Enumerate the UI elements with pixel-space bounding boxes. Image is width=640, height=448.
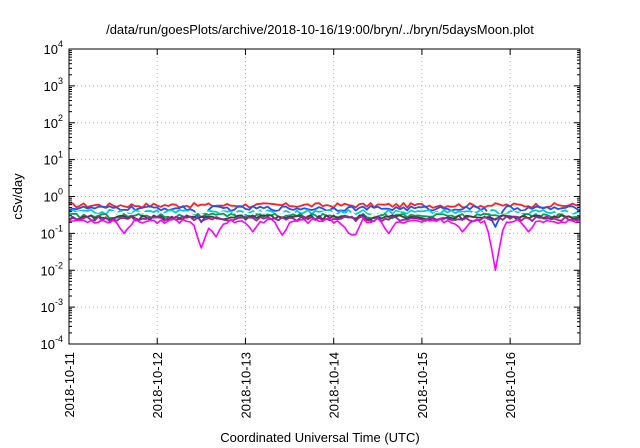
y-tick-base: 10 xyxy=(41,300,55,315)
x-tick-label: 2018-10-15 xyxy=(415,352,430,419)
y-tick-label: 10-3 xyxy=(41,297,63,315)
y-tick-exponent: -2 xyxy=(55,260,63,270)
y-tick-exponent: 4 xyxy=(58,39,63,49)
y-tick-base: 10 xyxy=(44,116,58,131)
y-tick-label: 104 xyxy=(44,39,63,57)
y-tick-label: 101 xyxy=(44,150,63,168)
x-tick-label: 2018-10-12 xyxy=(150,352,165,419)
y-tick-exponent: -1 xyxy=(55,223,63,233)
x-tick-label: 2018-10-11 xyxy=(62,352,77,418)
y-tick-base: 10 xyxy=(41,226,55,241)
series-line xyxy=(68,205,581,228)
y-tick-base: 10 xyxy=(41,263,55,278)
y-tick-exponent: 1 xyxy=(58,150,63,160)
y-tick-exponent: 0 xyxy=(58,187,63,197)
y-tick-base: 10 xyxy=(41,337,55,352)
y-tick-base: 10 xyxy=(44,42,58,57)
series-line xyxy=(68,202,581,209)
grid-lines xyxy=(69,49,580,344)
y-tick-label: 102 xyxy=(44,113,63,131)
series-line xyxy=(69,217,581,272)
x-axis: 2018-10-11 2018-10-12 2018-10-13 2018-10-14… xyxy=(62,49,518,419)
y-tick-exponent: 3 xyxy=(58,76,63,86)
y-tick-exponent: -4 xyxy=(55,334,63,344)
y-tick-base: 10 xyxy=(44,153,58,168)
y-tick-label: 10-1 xyxy=(41,223,63,241)
series-group xyxy=(68,202,581,272)
y-axis-label: cSv/day xyxy=(10,173,25,220)
x-tick-label: 2018-10-16 xyxy=(503,352,518,419)
x-axis-label: Coordinated Universal Time (UTC) xyxy=(220,430,420,445)
y-tick-label: 10-4 xyxy=(41,334,63,352)
y-tick-label: 100 xyxy=(44,187,63,205)
y-tick-exponent: -3 xyxy=(55,297,63,307)
y-tick-base: 10 xyxy=(44,79,58,94)
y-tick-label: 10-2 xyxy=(41,260,63,278)
y-tick-base: 10 xyxy=(44,190,58,205)
chart-title: /data/run/goesPlots/archive/2018-10-16/1… xyxy=(106,22,534,37)
y-tick-label: 103 xyxy=(44,76,63,94)
x-tick-label: 2018-10-13 xyxy=(238,352,253,419)
x-tick-label: 2018-10-14 xyxy=(327,352,342,419)
y-tick-exponent: 2 xyxy=(58,113,63,123)
